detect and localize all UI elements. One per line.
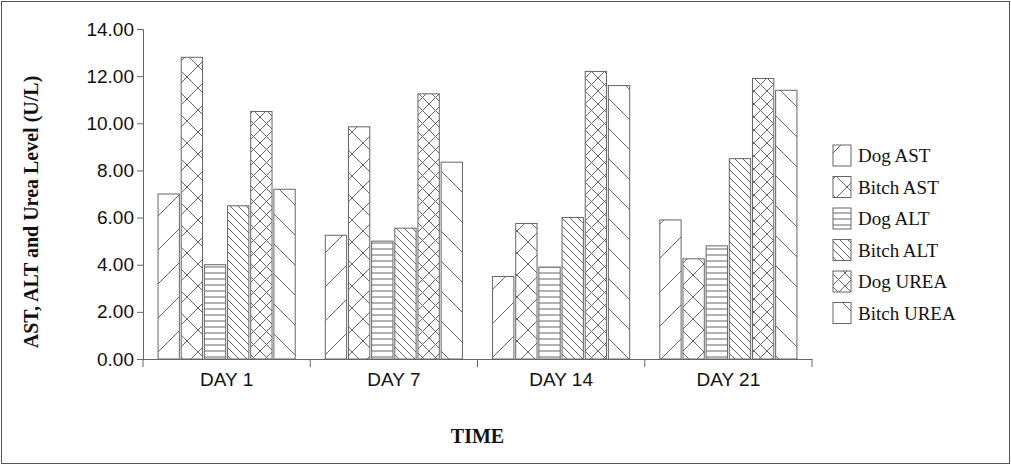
x-tick-label: DAY 7 xyxy=(367,369,420,390)
bar xyxy=(585,71,606,359)
x-tick: DAY 14 xyxy=(529,359,593,390)
legend-label: Bitch AST xyxy=(858,177,939,198)
bar xyxy=(683,259,704,359)
y-tick-mark xyxy=(137,76,143,77)
x-tick-label: DAY 21 xyxy=(697,369,761,390)
bar xyxy=(325,235,346,359)
y-axis: 0.00 2.00 4.00 6.00 8.00 10.00 12.00 14.00 xyxy=(86,19,143,370)
y-tick: 2.00 xyxy=(97,301,143,322)
y-axis-title: AST, ALT and Urea Level (U/L) xyxy=(20,76,43,349)
category-divider xyxy=(310,359,311,367)
frame xyxy=(2,2,1010,464)
legend-label: Dog ALT xyxy=(858,208,930,229)
y-tick: 4.00 xyxy=(97,254,143,275)
y-tick-label: 2.00 xyxy=(97,301,134,322)
bars xyxy=(158,57,797,359)
bar xyxy=(562,218,583,359)
bar xyxy=(729,159,750,359)
bar xyxy=(348,127,369,359)
legend-swatch xyxy=(833,271,851,292)
y-tick-label: 6.00 xyxy=(97,207,134,228)
bar xyxy=(706,246,727,359)
x-tick: DAY 7 xyxy=(367,359,420,390)
y-tick-label: 10.00 xyxy=(86,113,134,134)
bar xyxy=(418,94,439,359)
bar xyxy=(251,112,272,360)
y-tick-label: 8.00 xyxy=(97,160,134,181)
y-tick-label: 4.00 xyxy=(97,254,134,275)
bar xyxy=(181,57,202,359)
y-tick-mark xyxy=(137,218,143,219)
bar xyxy=(539,267,560,359)
legend-swatch xyxy=(833,303,851,324)
legend: Dog AST Bitch AST Dog ALT Bitch ALT Dog UREA… xyxy=(833,145,956,324)
x-axis: DAY 1 DAY 7 DAY 14 DAY 21 xyxy=(144,359,813,390)
legend-swatch xyxy=(833,177,851,198)
category-divider xyxy=(477,359,478,367)
category-divider xyxy=(143,359,144,367)
y-tick: 10.00 xyxy=(86,113,143,134)
bar xyxy=(372,241,393,359)
bar xyxy=(204,265,225,359)
y-tick-mark xyxy=(137,312,143,313)
bar xyxy=(776,90,797,359)
legend-label: Bitch UREA xyxy=(858,303,956,324)
legend-label: Dog UREA xyxy=(858,271,947,292)
y-tick-mark xyxy=(137,359,143,360)
bar xyxy=(395,228,416,359)
y-tick-label: 14.00 xyxy=(86,19,134,40)
bar xyxy=(441,162,462,359)
bar xyxy=(660,220,681,359)
y-tick: 6.00 xyxy=(97,207,143,228)
bar xyxy=(752,79,773,360)
y-tick-mark xyxy=(137,170,143,171)
y-tick-mark xyxy=(137,265,143,266)
x-tick: DAY 1 xyxy=(200,359,253,390)
x-tick-label: DAY 14 xyxy=(529,369,593,390)
bar xyxy=(608,86,629,359)
x-axis-title: TIME xyxy=(451,425,504,447)
legend-label: Bitch ALT xyxy=(858,240,938,261)
y-tick: 14.00 xyxy=(86,19,143,40)
bar xyxy=(493,277,514,360)
legend-swatch xyxy=(833,240,851,261)
x-tick-label: DAY 1 xyxy=(200,369,253,390)
category-divider xyxy=(644,359,645,367)
y-tick: 0.00 xyxy=(97,349,143,370)
y-tick-label: 0.00 xyxy=(97,349,134,370)
bar xyxy=(274,189,295,359)
bar xyxy=(228,206,249,359)
legend-swatch xyxy=(833,208,851,229)
y-axis-line xyxy=(137,30,144,360)
y-tick-label: 12.00 xyxy=(86,66,134,87)
y-tick: 8.00 xyxy=(97,160,143,181)
bar xyxy=(516,223,537,359)
chart: 0.00 2.00 4.00 6.00 8.00 10.00 12.00 14.00 DAY 1… xyxy=(0,0,1011,465)
y-tick-mark xyxy=(137,123,143,124)
y-tick-mark xyxy=(137,29,143,30)
category-divider xyxy=(812,359,813,367)
x-tick: DAY 21 xyxy=(697,359,761,390)
legend-swatch xyxy=(833,145,851,166)
y-tick: 12.00 xyxy=(86,66,143,87)
legend-label: Dog AST xyxy=(858,145,931,166)
bar xyxy=(158,194,179,359)
